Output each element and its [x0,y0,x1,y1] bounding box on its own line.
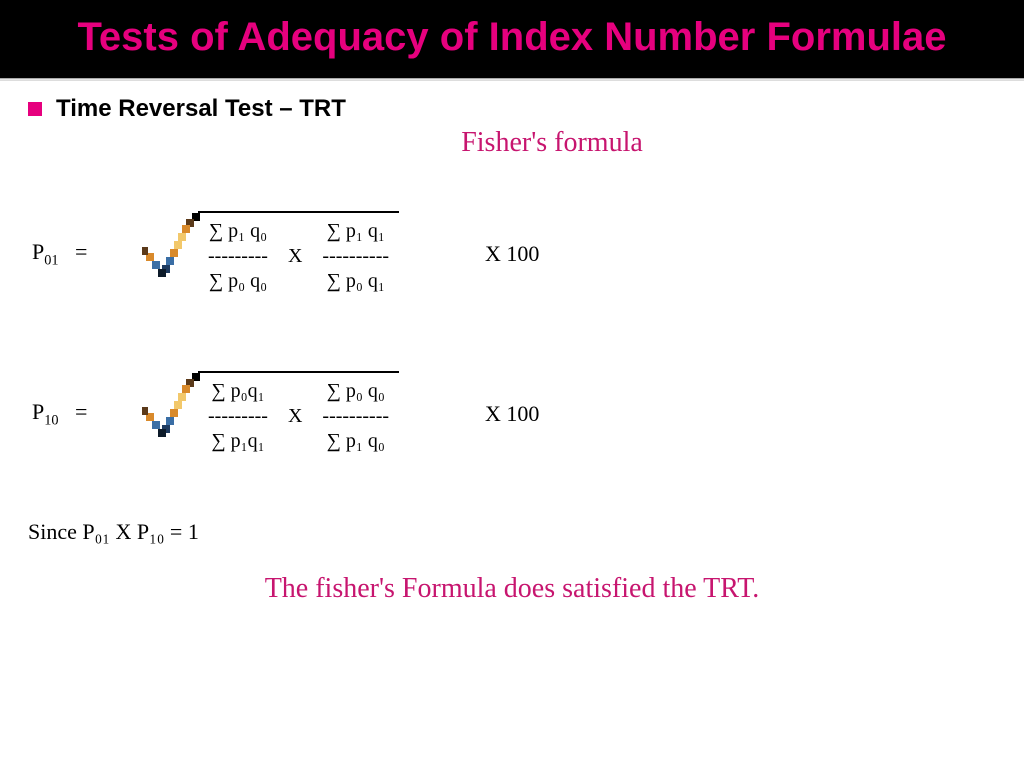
bullet-row: Time Reversal Test – TRT [28,95,1004,123]
numerator-b: ∑ p₀ q₀ [322,379,389,404]
fraction-a: ∑ p₀q₁ --------- ∑ p₁q₁ [208,379,268,454]
dash-b: ---------- [322,244,389,269]
radicand: ∑ p₀q₁ --------- ∑ p₁q₁ X ∑ p₀ q₀ ------… [202,373,395,456]
fraction-row: ∑ p₁ q₀ --------- ∑ p₀ q₀ X ∑ p₁ q₁ ----… [202,213,395,296]
lhs-subscript: 01 [44,252,58,268]
denominator-a: ∑ p₁q₁ [208,429,268,454]
radical-icon [142,209,202,299]
fisher-label: Fisher's formula [100,127,1004,159]
formula-p10: P10 = ∑ p₀q₁ [32,369,1004,459]
multiply-x: X [286,244,304,269]
subtitle-text: Time Reversal Test – TRT [56,95,346,123]
fraction-a: ∑ p₁ q₀ --------- ∑ p₀ q₀ [208,219,268,294]
square-bullet-icon [28,102,42,116]
fraction-b: ∑ p₀ q₀ ---------- ∑ p₁ q₀ [322,379,389,454]
tail-x100: X 100 [485,241,539,267]
fraction-row: ∑ p₀q₁ --------- ∑ p₁q₁ X ∑ p₀ q₀ ------… [202,373,395,456]
radical-wrap: ∑ p₀q₁ --------- ∑ p₁q₁ X ∑ p₀ q₀ ------… [142,369,395,459]
slide-content: Time Reversal Test – TRT Fisher's formul… [0,81,1024,605]
numerator-a: ∑ p₀q₁ [208,379,268,404]
lhs-p10: P10 = [32,399,142,429]
denominator-a: ∑ p₀ q₀ [208,269,268,294]
lhs-symbol: P [32,239,44,264]
vinculum-line [198,211,399,213]
lhs-symbol: P [32,399,44,424]
fraction-b: ∑ p₁ q₁ ---------- ∑ p₀ q₁ [322,219,389,294]
radicand: ∑ p₁ q₀ --------- ∑ p₀ q₀ X ∑ p₁ q₁ ----… [202,213,395,296]
denominator-b: ∑ p₁ q₀ [322,429,389,454]
conclusion-text: The fisher's Formula does satisfied the … [20,573,1004,605]
formula-p01: P01 = ∑ p₁ q [32,209,1004,299]
since-line: Since P₀₁ X P₁₀ = 1 [28,519,1004,545]
radical-icon [142,369,202,459]
lhs-p01: P01 = [32,239,142,269]
denominator-b: ∑ p₀ q₁ [322,269,389,294]
multiply-x: X [286,404,304,429]
lhs-subscript: 10 [44,412,58,428]
dash-b: ---------- [322,404,389,429]
slide-title: Tests of Adequacy of Index Number Formul… [20,12,1004,62]
dash-a: --------- [208,244,268,269]
radical-wrap: ∑ p₁ q₀ --------- ∑ p₀ q₀ X ∑ p₁ q₁ ----… [142,209,395,299]
equals-sign: = [75,399,87,424]
vinculum-line [198,371,399,373]
numerator-a: ∑ p₁ q₀ [208,219,268,244]
slide-header: Tests of Adequacy of Index Number Formul… [0,0,1024,78]
tail-x100: X 100 [485,401,539,427]
numerator-b: ∑ p₁ q₁ [322,219,389,244]
equals-sign: = [75,239,87,264]
dash-a: --------- [208,404,268,429]
